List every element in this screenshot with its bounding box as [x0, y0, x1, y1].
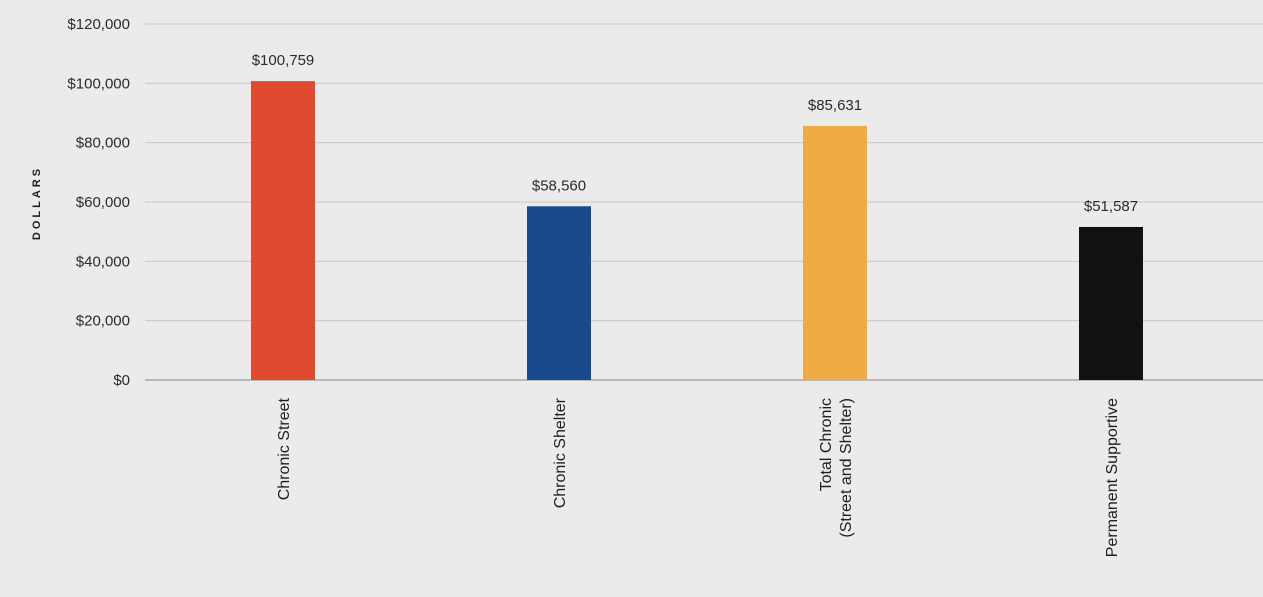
- category-label-line: (Street and Shelter): [838, 398, 855, 538]
- y-tick-label: $80,000: [76, 135, 130, 152]
- category-label: Chronic Street: [276, 397, 293, 500]
- y-tick-label: $40,000: [76, 253, 130, 270]
- category-label-line: Permanent Supportive: [1104, 398, 1121, 557]
- bar: [803, 125, 867, 380]
- category-label: Chronic Shelter: [552, 397, 569, 508]
- y-tick-label: $20,000: [76, 313, 130, 330]
- category-label: Total Chronic (Street and Shelter): [818, 398, 855, 538]
- bar-value-label: $51,587: [1084, 198, 1138, 215]
- bar: [251, 81, 315, 380]
- y-axis-label: DOLLARS: [31, 166, 43, 240]
- y-tick-label: $0: [113, 372, 130, 389]
- gridlines: [145, 23, 1263, 381]
- category-label-line: Chronic Street: [276, 397, 293, 500]
- bar-value-label: $58,560: [532, 177, 586, 194]
- y-axis-ticks: $0 $20,000 $40,000 $60,000 $80,000 $100,000 $1…: [67, 16, 130, 389]
- category-label: Permanent Supportive: [1104, 398, 1121, 557]
- y-tick-label: $100,000: [67, 75, 130, 92]
- category-label-line: Chronic Shelter: [552, 397, 569, 508]
- value-labels: $100,759 $58,560 $85,631 $51,587: [252, 52, 1138, 215]
- category-labels: Chronic Street Chronic Shelter Total Chron…: [276, 397, 1121, 557]
- y-tick-label: $60,000: [76, 194, 130, 211]
- bar: [1079, 226, 1143, 380]
- bar-value-label: $100,759: [252, 52, 315, 69]
- y-tick-label: $120,000: [67, 16, 130, 33]
- bar: [527, 206, 591, 380]
- bars: [251, 81, 1143, 380]
- category-label-line: Total Chronic: [818, 398, 835, 491]
- bar-value-label: $85,631: [808, 97, 862, 114]
